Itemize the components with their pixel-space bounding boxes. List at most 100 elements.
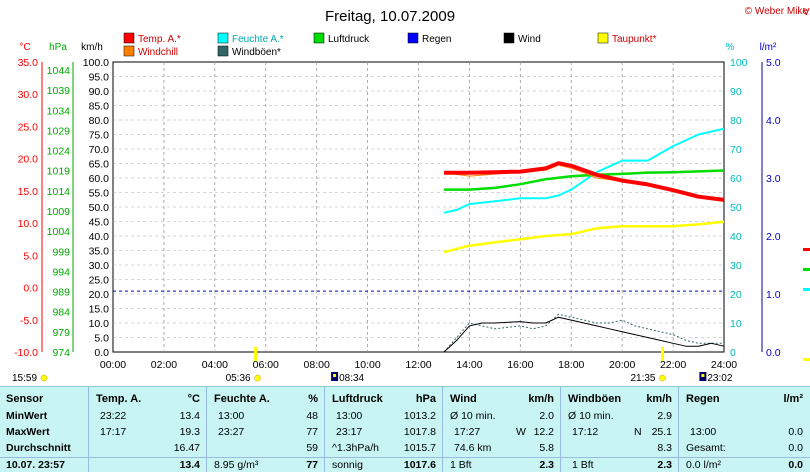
- chart-series: [113, 127, 725, 353]
- hpa-axis-unit: hPa: [49, 42, 67, 53]
- legend-swatch: [123, 45, 135, 57]
- rain-tick-label: 3.0: [766, 173, 781, 185]
- gust-max-time: 17:12: [572, 426, 599, 438]
- stats-col-gusts: Windböen km/h Ø 10 min. 2.9 17:12 N 25.1…: [560, 387, 679, 472]
- kmh-tick-label: 50.0: [89, 202, 110, 214]
- series-line-feuchte-a: [443, 127, 725, 214]
- legend-swatch: [597, 32, 609, 44]
- stats-col-labels: Sensor MinWert MaxWert Durchschnitt 10.0…: [0, 387, 89, 472]
- hpa-tick-label: 1014: [47, 186, 71, 198]
- hum-min: 48: [306, 410, 318, 422]
- temp-max: 19.3: [179, 426, 200, 438]
- temp-tick-label: -5.0: [20, 315, 38, 327]
- hum-max-time: 23:27: [218, 426, 245, 438]
- wind-max-time: 17:27: [454, 426, 481, 438]
- weather-chart: Freitag, 10.07.2009 © Weber Mike Temp. A…: [12, 6, 810, 384]
- series-line-wind: [443, 316, 725, 353]
- moon-icon-glyph: [333, 374, 337, 377]
- hpa-tick-label: 984: [52, 307, 70, 319]
- pct-tick-label: 0: [730, 347, 736, 359]
- legend-label: Luftdruck: [328, 34, 370, 45]
- sun-marker: [254, 347, 258, 361]
- hum-abs: 8.95 g/m³: [214, 459, 259, 471]
- time-tick-label: 02:00: [151, 359, 177, 371]
- time-tick-label: 24:00: [711, 359, 737, 371]
- gust-title: Windböen: [568, 393, 622, 405]
- legend-label: Regen: [422, 34, 451, 45]
- press-min-time: 13:00: [336, 410, 363, 422]
- hpa-tick-label: 1024: [47, 146, 71, 158]
- stats-col-temp: Temp. A. °C 23:22 13.4 17:17 19.3 16.47 …: [88, 387, 207, 472]
- row-label-min: MinWert: [6, 410, 48, 422]
- kmh-tick-label: 100.0: [83, 57, 109, 69]
- press-max: 1017.8: [403, 426, 436, 438]
- rain-current: 0.0: [788, 459, 803, 471]
- rain-axis-unit: l/m²: [760, 42, 777, 53]
- series-line-temp-a: [444, 161, 725, 202]
- temp-max-time: 17:17: [100, 426, 127, 438]
- rain-day: 0.0 l/m²: [686, 459, 722, 471]
- press-avg: 1015.7: [403, 442, 436, 454]
- temp-tick-label: 15.0: [18, 186, 39, 198]
- sun-icon: [40, 374, 48, 382]
- stats-panel: Sensor MinWert MaxWert Durchschnitt 10.0…: [0, 386, 810, 472]
- temp-tick-label: 10.0: [18, 218, 39, 230]
- gust-unit: km/h: [646, 393, 672, 405]
- time-tick-label: 22:00: [660, 359, 686, 371]
- rain-tick-label: 4.0: [766, 115, 781, 127]
- pct-tick-label: 90: [730, 86, 742, 98]
- gust-avg10-label: Ø 10 min.: [568, 410, 614, 422]
- legend-swatch: [217, 32, 229, 44]
- press-trend: ^1.3hPa/h: [332, 442, 379, 454]
- rain-tick-label: 1.0: [766, 289, 781, 301]
- hpa-tick-label: 1004: [47, 226, 71, 238]
- kmh-tick-label: 85.0: [89, 101, 110, 113]
- hum-unit: %: [308, 393, 318, 405]
- legend-label: Windböen*: [232, 47, 281, 58]
- legend-swatch: [123, 32, 135, 44]
- press-title: Luftdruck: [332, 393, 383, 405]
- kmh-tick-label: 25.0: [89, 275, 110, 287]
- rain-time: 13:00: [690, 426, 717, 438]
- pct-tick-label: 60: [730, 173, 742, 185]
- hum-title: Feuchte A.: [214, 393, 270, 405]
- moon-icon-glyph: [701, 374, 705, 377]
- time-tick-label: 04:00: [202, 359, 228, 371]
- rain-title: Regen: [686, 393, 720, 405]
- kmh-axis-unit: km/h: [81, 42, 103, 53]
- kmh-tick-label: 10.0: [89, 318, 110, 330]
- kmh-tick-label: 70.0: [89, 144, 110, 156]
- time-tick-label: 16:00: [507, 359, 533, 371]
- hpa-tick-label: 979: [52, 327, 70, 339]
- pct-tick-label: 20: [730, 289, 742, 301]
- hpa-tick-label: 1044: [47, 65, 71, 77]
- gust-avg10: 2.9: [657, 410, 672, 422]
- press-unit: hPa: [415, 393, 436, 405]
- wind-avg10: 2.0: [539, 410, 554, 422]
- sun-icon: [659, 374, 666, 382]
- kmh-tick-label: 35.0: [89, 246, 110, 258]
- pct-tick-label: 10: [730, 318, 742, 330]
- pct-tick-label: 50: [730, 202, 742, 214]
- press-min: 1013.2: [403, 410, 436, 422]
- credit-text: © Weber Mike: [745, 6, 809, 17]
- time-tick-label: 10:00: [354, 359, 380, 371]
- sun-time-label: 23:02: [707, 373, 732, 384]
- stats-col-rain: Regen l/m² 13:00 0.0 Gesamt: 0.0 0.0 l/m…: [678, 387, 809, 472]
- axis-ticks: 35.0 30.0 25.0 20.0 15.0 10.0 5.0 0.0 -5.0 -10.0 1…: [14, 57, 781, 371]
- gust-avg: 8.3: [657, 442, 672, 454]
- sun-icon: [254, 374, 261, 382]
- time-tick-label: 08:00: [304, 359, 330, 371]
- temp-tick-label: 5.0: [23, 250, 38, 262]
- svg-text:V: V: [803, 7, 810, 18]
- kmh-tick-label: 5.0: [94, 333, 109, 345]
- wind-max-dir: W: [516, 426, 526, 438]
- temp-title: Temp. A.: [96, 393, 142, 405]
- temp-tick-label: 30.0: [18, 89, 39, 101]
- pct-tick-label: 80: [730, 115, 742, 127]
- rain-value: 0.0: [788, 426, 803, 438]
- chart-title: Freitag, 10.07.2009: [325, 8, 455, 25]
- series-line-taupunkt: [443, 220, 725, 254]
- pct-tick-label: 70: [730, 144, 742, 156]
- temp-tick-label: 20.0: [18, 154, 39, 166]
